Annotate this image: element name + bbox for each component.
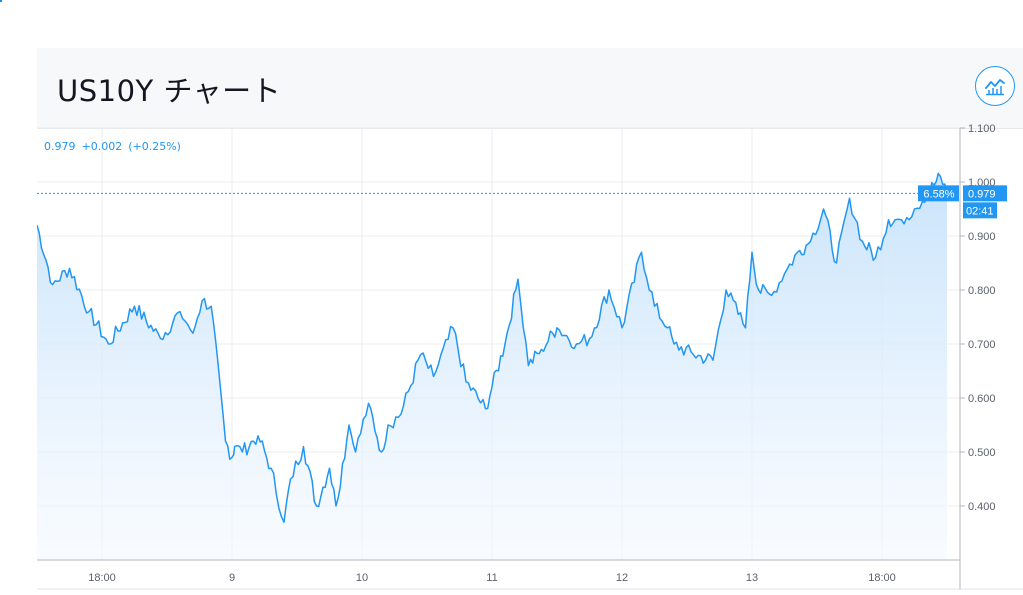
quote-line: 0.979 +0.002 (+0.25%) — [44, 140, 187, 153]
line-chart-icon — [985, 79, 1005, 96]
corner-dot — [0, 0, 2, 2]
y-tick-label: 0.800 — [968, 285, 996, 297]
price-label-box — [963, 185, 1007, 202]
x-tick-label: 11 — [486, 572, 497, 584]
x-tick-label: 10 — [356, 572, 368, 584]
x-tick-label: 12 — [616, 572, 628, 584]
price-line — [37, 172, 948, 523]
x-tick-label: 9 — [229, 572, 235, 584]
y-tick-label: 0.600 — [968, 393, 996, 405]
quote-change: +0.002 — [81, 140, 123, 153]
percent-label-box — [918, 185, 959, 202]
chart-widget: US10Y チャート 0.400 0.500 0.600 0.700 0.800 0.90… — [37, 48, 1023, 590]
quote-change-pct: (+0.25%) — [128, 140, 181, 153]
quote-last: 0.979 — [44, 140, 76, 153]
page-title: US10Y チャート — [57, 74, 282, 108]
chart-axes: 0.4000.5000.6000.7000.8000.9001.0001.100… — [37, 123, 1023, 590]
countdown-label-box — [963, 202, 997, 219]
y-tick-label: 0.900 — [968, 231, 996, 243]
price-chart[interactable]: 0.4000.5000.6000.7000.8000.9001.0001.100… — [37, 48, 1023, 590]
x-tick-label: 18:00 — [868, 572, 896, 584]
price-labels: 6.58% 0.979 02:41 — [918, 185, 1007, 219]
price-label: 0.979 — [968, 188, 996, 200]
y-tick-label: 0.400 — [968, 501, 996, 513]
y-tick-label: 0.700 — [968, 339, 996, 351]
y-tick-label: 0.500 — [968, 447, 996, 459]
percent-label: 6.58% — [923, 188, 954, 200]
price-area — [37, 173, 947, 560]
x-tick-label: 18:00 — [88, 572, 116, 584]
x-tick-label: 13 — [746, 572, 758, 584]
widget-header: US10Y チャート — [37, 48, 1023, 129]
chart-button[interactable] — [975, 66, 1015, 106]
countdown-label: 02:41 — [966, 205, 994, 217]
y-tick-label: 1.100 — [968, 123, 996, 135]
